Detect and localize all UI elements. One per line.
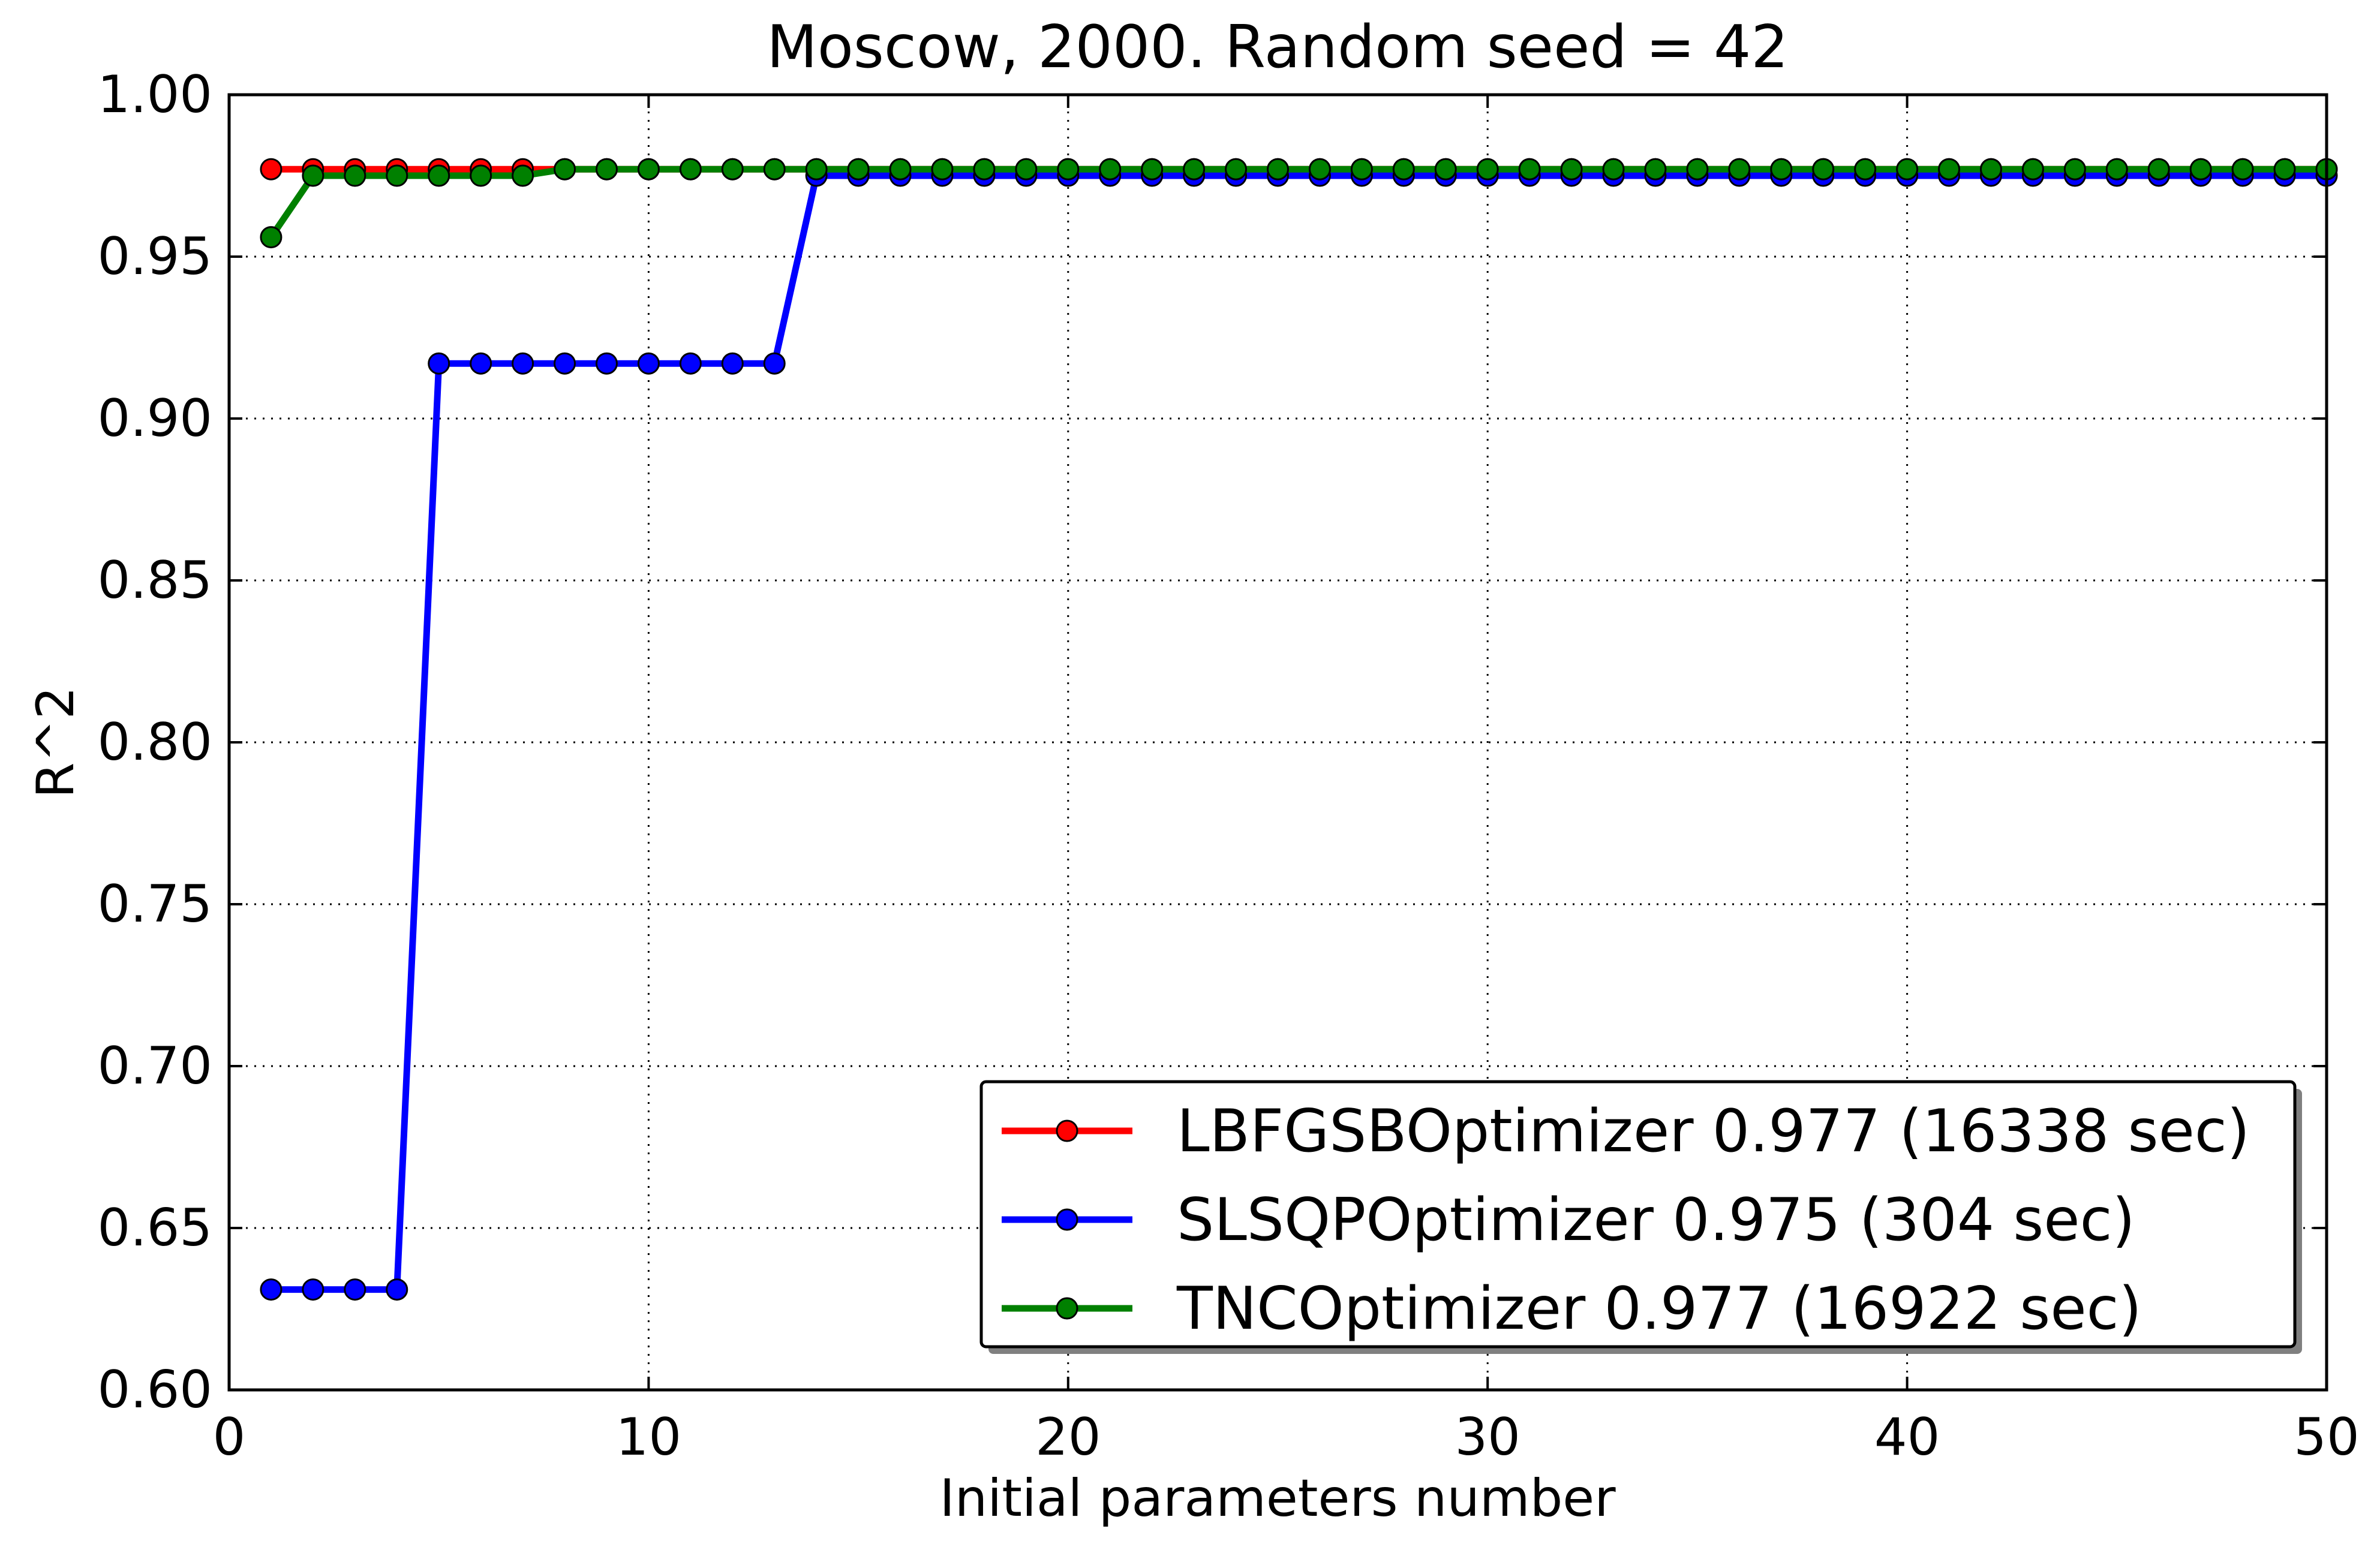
legend-label: TNCOptimizer 0.977 (16922 sec) xyxy=(1176,1275,2142,1343)
data-point xyxy=(1602,158,1625,180)
data-point xyxy=(973,158,996,180)
data-point xyxy=(679,158,702,180)
y-tick-label: 0.60 xyxy=(98,1360,212,1420)
data-point xyxy=(847,158,870,180)
data-point xyxy=(1938,158,1961,180)
data-point xyxy=(260,226,283,249)
data-point xyxy=(1896,158,1919,180)
data-point xyxy=(260,158,283,180)
data-point xyxy=(1350,158,1373,180)
x-tick-label: 20 xyxy=(1035,1407,1101,1467)
legend-item: SLSQPOptimizer 0.975 (304 sec) xyxy=(1002,1186,2135,1254)
data-point xyxy=(302,164,324,187)
y-axis-ticks: 0.60 0.65 0.70 0.75 0.80 0.85 0.90 0.95 1.00 xyxy=(98,65,2327,1420)
legend: LBFGSBOptimizer 0.977 (16338 sec) SLSQPOp… xyxy=(979,1080,2302,1354)
x-tick-label: 10 xyxy=(616,1407,681,1467)
y-tick-label: 0.80 xyxy=(98,712,212,772)
y-tick-label: 0.70 xyxy=(98,1036,212,1096)
data-point xyxy=(1141,158,1164,180)
data-point xyxy=(344,164,366,187)
data-point xyxy=(595,352,618,375)
legend-marker xyxy=(1056,1208,1078,1231)
data-point xyxy=(1308,158,1331,180)
data-point xyxy=(1434,158,1457,180)
legend-marker xyxy=(1056,1119,1078,1142)
data-point xyxy=(2021,158,2044,180)
data-point xyxy=(1728,158,1751,180)
data-point xyxy=(2273,158,2296,180)
data-point xyxy=(1560,158,1583,180)
data-point xyxy=(470,164,492,187)
data-point xyxy=(386,164,408,187)
y-axis-label: R^2 xyxy=(26,687,86,799)
legend-item: LBFGSBOptimizer 0.977 (16338 sec) xyxy=(1002,1097,2250,1166)
data-point xyxy=(679,352,702,375)
data-point xyxy=(386,1278,408,1301)
x-tick-label: 0 xyxy=(213,1407,246,1467)
data-point xyxy=(1686,158,1709,180)
legend-marker xyxy=(1056,1297,1078,1320)
data-point xyxy=(1518,158,1541,180)
y-tick-label: 0.95 xyxy=(98,227,212,287)
legend-label: SLSQPOptimizer 0.975 (304 sec) xyxy=(1177,1186,2135,1254)
data-point xyxy=(721,158,744,180)
data-point xyxy=(302,1278,324,1301)
data-point xyxy=(2147,158,2170,180)
data-point xyxy=(1476,158,1499,180)
y-tick-label: 1.00 xyxy=(98,65,212,125)
data-point xyxy=(2189,158,2212,180)
x-axis-label: Initial parameters number xyxy=(939,1468,1616,1528)
data-point xyxy=(2231,158,2254,180)
data-point xyxy=(1099,158,1122,180)
data-point xyxy=(1015,158,1038,180)
x-tick-label: 30 xyxy=(1455,1407,1520,1467)
series-lines xyxy=(260,158,2338,1301)
data-point xyxy=(1057,158,1080,180)
data-point xyxy=(721,352,744,375)
data-point xyxy=(1770,158,1793,180)
data-point xyxy=(1267,158,1289,180)
data-point xyxy=(512,352,534,375)
x-axis-ticks: 0 10 20 30 40 50 xyxy=(213,95,2360,1467)
data-point xyxy=(1225,158,1248,180)
y-tick-label: 0.65 xyxy=(98,1198,212,1258)
legend-box xyxy=(979,1080,2297,1349)
series-2 xyxy=(260,158,2338,249)
data-point xyxy=(595,158,618,180)
data-point xyxy=(1644,158,1667,180)
chart-title: Moscow, 2000. Random seed = 42 xyxy=(767,13,1788,82)
x-tick-label: 40 xyxy=(1874,1407,1940,1467)
data-point xyxy=(1183,158,1206,180)
data-point xyxy=(344,1278,366,1301)
data-point xyxy=(637,352,660,375)
data-point xyxy=(1854,158,1877,180)
y-tick-label: 0.85 xyxy=(98,550,212,610)
data-point xyxy=(637,158,660,180)
legend-items: LBFGSBOptimizer 0.977 (16338 sec) SLSQPOp… xyxy=(1002,1097,2250,1343)
data-point xyxy=(2063,158,2086,180)
data-point xyxy=(470,352,492,375)
y-tick-label: 0.75 xyxy=(98,874,212,934)
data-point xyxy=(763,352,786,375)
data-point xyxy=(763,158,786,180)
data-point xyxy=(931,158,954,180)
data-point xyxy=(805,158,828,180)
legend-item: TNCOptimizer 0.977 (16922 sec) xyxy=(1002,1275,2142,1343)
plot-frame xyxy=(227,93,2328,1392)
data-point xyxy=(2105,158,2128,180)
legend-label: LBFGSBOptimizer 0.977 (16338 sec) xyxy=(1177,1097,2250,1166)
data-point xyxy=(260,1278,283,1301)
data-point xyxy=(554,352,576,375)
data-point xyxy=(1812,158,1835,180)
data-point xyxy=(428,164,450,187)
y-tick-label: 0.90 xyxy=(98,389,212,449)
x-tick-label: 50 xyxy=(2294,1407,2359,1467)
data-point xyxy=(1392,158,1415,180)
data-point xyxy=(428,352,450,375)
data-point xyxy=(889,158,912,180)
data-point xyxy=(1979,158,2002,180)
data-point xyxy=(554,158,576,180)
data-point xyxy=(512,164,534,187)
